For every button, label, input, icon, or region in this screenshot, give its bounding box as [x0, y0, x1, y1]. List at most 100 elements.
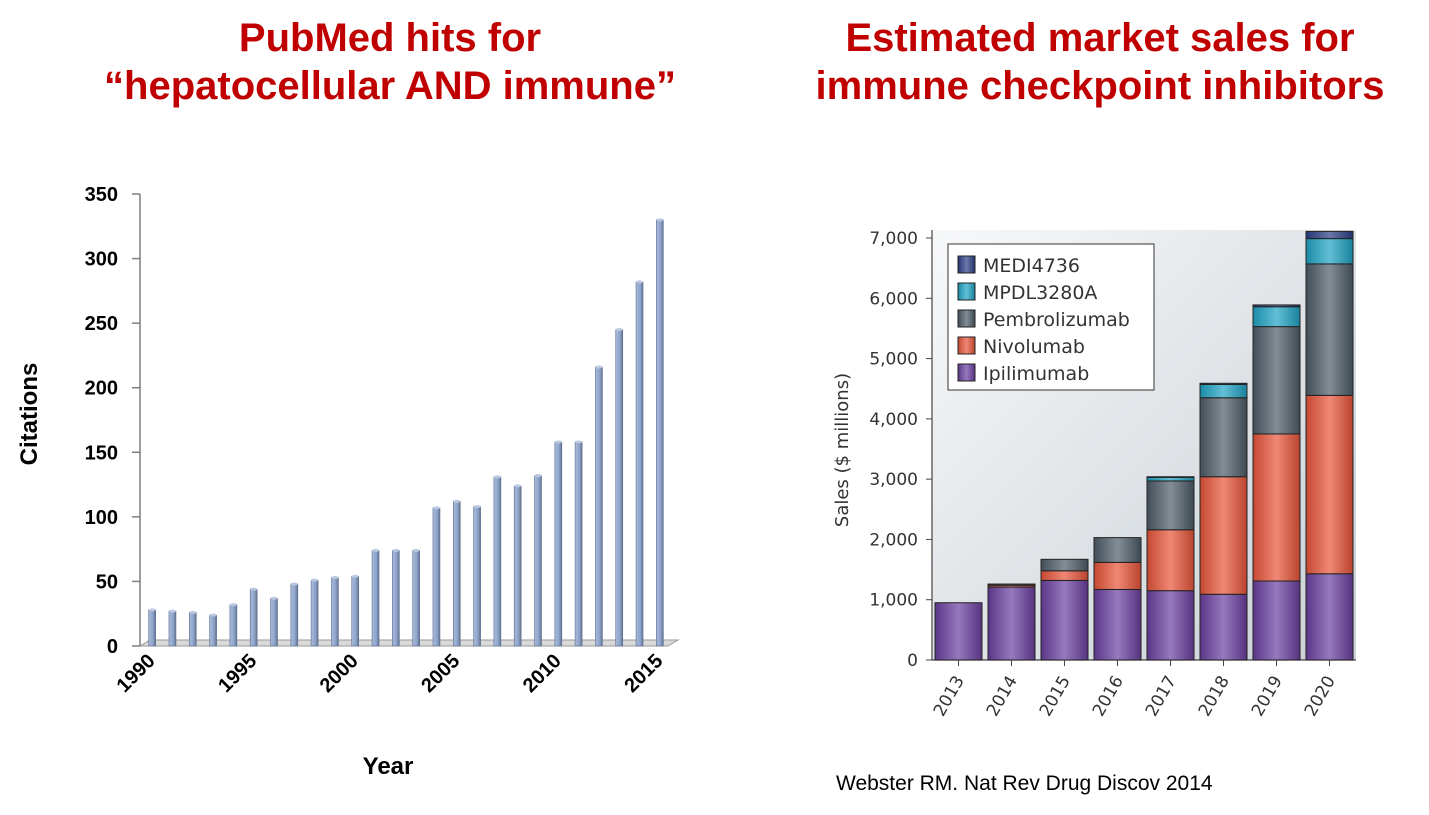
legend-swatch [957, 282, 976, 301]
sales-bar-segment [1252, 306, 1301, 328]
x-tick-label: 2017 [1142, 673, 1181, 720]
bar-top [453, 499, 461, 503]
citation-bar [331, 577, 339, 647]
bar-top [270, 596, 278, 600]
sales-bar-segment [1146, 476, 1195, 478]
citation-bar [554, 441, 563, 647]
citation-bar [574, 441, 583, 647]
x-tick-label: 2010 [519, 650, 566, 697]
bar-top [656, 218, 664, 222]
y-axis-title: Citations [16, 363, 43, 466]
bar-top [575, 440, 583, 444]
bar-top [412, 548, 420, 552]
citation-bar [656, 219, 664, 647]
citation-bar [168, 610, 177, 647]
legend-swatch [957, 309, 976, 328]
bar-top [534, 474, 542, 478]
sales-bar-segment [1305, 230, 1354, 240]
legend-label: Nivolumab [983, 336, 1085, 358]
x-tick-label: 2019 [1248, 673, 1287, 720]
legend-label: MEDI4736 [983, 255, 1080, 277]
sales-bar-segment [1199, 383, 1248, 399]
x-axis-title: Year [363, 753, 414, 780]
y-tick-label: 150 [85, 442, 118, 464]
citation-bar [392, 550, 400, 647]
x-tick-label: 2005 [417, 650, 464, 697]
citation-bar [310, 579, 319, 647]
citation-bar [290, 583, 299, 647]
y-tick-label: 300 [85, 249, 118, 271]
sales-bar-segment [1199, 382, 1248, 385]
x-tick-label: 2000 [316, 650, 363, 697]
sales-bar-segment [1305, 573, 1354, 661]
y-tick-label: 350 [85, 184, 118, 206]
y-tick-label: 250 [85, 313, 118, 335]
bar-top [351, 574, 359, 578]
sales-bar-segment [1146, 480, 1195, 531]
left-title-line2: “hepatocellular AND immune” [104, 64, 676, 108]
citation-bar [270, 597, 278, 647]
sales-bar-segment [1252, 580, 1301, 661]
y-tick-label: 0 [907, 651, 918, 671]
citation-bar [371, 550, 380, 647]
citation-bar [412, 550, 420, 647]
right-chart-title: Estimated market sales for immune checkp… [780, 14, 1420, 110]
citation-bar [534, 475, 542, 647]
y-axis-title: Sales ($ millions) [832, 373, 853, 527]
y-tick-label: 6,000 [869, 289, 918, 309]
citation-bar [249, 588, 258, 647]
y-tick-label: 50 [96, 571, 118, 593]
sales-bar-segment [1146, 529, 1195, 592]
sales-bar-segment [1305, 263, 1354, 396]
sales-bar-segment [1093, 588, 1142, 661]
y-tick-label: 7,000 [869, 229, 918, 249]
y-tick-label: 200 [85, 378, 118, 400]
legend-swatch [957, 255, 976, 274]
citation-bar [595, 366, 603, 647]
citation-bar [493, 476, 502, 647]
y-tick-label: 4,000 [869, 410, 918, 430]
legend-label: Ipilimumab [983, 363, 1089, 385]
sales-bar-segment [1252, 433, 1301, 582]
legend-swatch [957, 336, 976, 355]
x-tick-label: 2016 [1089, 673, 1128, 720]
sales-bar-segment [1040, 558, 1089, 572]
y-tick-label: 1,000 [869, 591, 918, 611]
bar-top [148, 608, 156, 612]
bar-top [392, 548, 400, 552]
pubmed-citations-chart: 0 50 100 150 200 250 300 350 1990 1995 2000 2005 201… [16, 184, 680, 780]
sales-bar-segment [1199, 397, 1248, 478]
citation-bar [432, 507, 441, 647]
sales-bar-segment [1040, 579, 1089, 661]
y-tick-label: 100 [85, 507, 118, 529]
citation-bar [209, 614, 217, 647]
bar-top [493, 475, 501, 479]
bar-top [168, 609, 176, 613]
citation-bar [188, 612, 197, 647]
citation-bar [513, 485, 522, 647]
x-tick-label: 2020 [1301, 673, 1340, 720]
legend-label: MPDL3280A [983, 282, 1097, 304]
citation-bar [615, 329, 624, 647]
sales-bar-segment [1040, 570, 1089, 581]
x-tick-label: 1995 [214, 650, 261, 697]
bar-top [189, 610, 197, 614]
bar-top [473, 505, 481, 509]
sales-bar-segment [1146, 590, 1195, 661]
source-citation: Webster RM. Nat Rev Drug Discov 2014 [836, 772, 1213, 795]
right-title-line2: immune checkpoint inhibitors [815, 64, 1385, 108]
bar-top [615, 328, 623, 332]
y-tick-label: 3,000 [869, 470, 918, 490]
bar-top [250, 587, 258, 591]
legend-box [947, 243, 1155, 391]
x-tick-label: 2014 [983, 673, 1022, 720]
bar-top [290, 582, 298, 586]
bar-top [514, 484, 522, 488]
bar-top [311, 578, 319, 582]
x-tick-label: 2015 [1036, 673, 1075, 720]
citation-bar [452, 501, 461, 647]
sales-bar-segment [1252, 326, 1301, 435]
sales-bar-segment [987, 586, 1036, 661]
bar-top [372, 548, 380, 552]
sales-bar-segment [1199, 476, 1248, 595]
